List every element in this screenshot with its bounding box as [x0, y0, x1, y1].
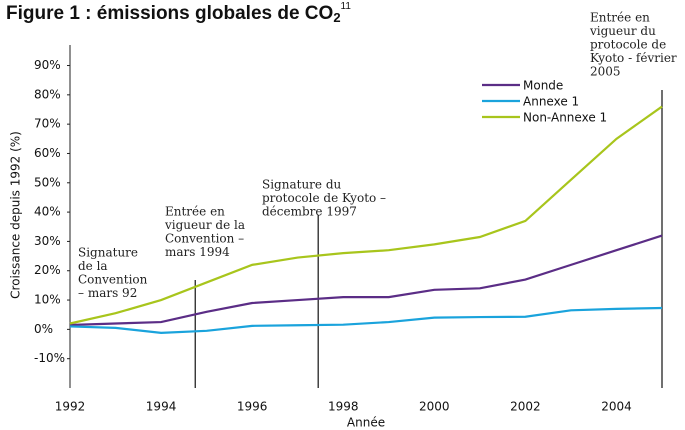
- y-tick-label: 20%: [34, 263, 61, 277]
- legend-label: Annexe 1: [523, 95, 579, 109]
- chart-title: Figure 1 : émissions globales de CO211: [6, 1, 351, 26]
- annotation-text: 2005: [590, 65, 621, 79]
- y-tick-label: 0%: [34, 322, 53, 336]
- title-subscript: 2: [333, 10, 340, 25]
- y-axis-label: Croissance depuis 1992 (%): [9, 131, 23, 299]
- x-tick-label: 1996: [237, 400, 268, 414]
- y-tick-label: 60%: [34, 146, 61, 160]
- annotation-text: protocole de: [590, 38, 666, 52]
- annotation-text: de la: [78, 259, 108, 273]
- annotation-text: Signature: [78, 246, 138, 260]
- y-tick-label: -10%: [34, 351, 65, 365]
- annotation-text: Signature du: [262, 178, 342, 192]
- x-axis-label: Année: [347, 416, 385, 430]
- y-tick-label: 80%: [34, 87, 61, 101]
- x-tick-label: 1992: [55, 400, 86, 414]
- y-tick-label: 30%: [34, 234, 61, 248]
- series-line: [69, 234, 663, 327]
- annotation-text: Convention: [78, 273, 148, 287]
- legend-label: Non-Annexe 1: [523, 111, 607, 125]
- y-tick-label: 40%: [34, 205, 61, 219]
- annotation-text: vigueur du: [589, 24, 656, 38]
- x-tick-label: 2002: [510, 400, 541, 414]
- x-tick-label: 2004: [601, 400, 632, 414]
- annotation-text: Kyoto - février: [590, 51, 677, 65]
- annotation-text: Entrée en: [165, 205, 225, 219]
- x-tick-label: 1998: [328, 400, 359, 414]
- annotation-text: vigueur de la: [164, 218, 245, 232]
- x-tick-label: 2000: [419, 400, 450, 414]
- annotation-text: Convention –: [165, 232, 244, 246]
- annotation-text: Entrée en: [590, 11, 650, 25]
- y-tick-label: 90%: [34, 58, 61, 72]
- series-line: [69, 306, 663, 334]
- y-tick-label: 50%: [34, 175, 61, 189]
- annotation-text: – mars 92: [78, 286, 137, 300]
- y-tick-label: 70%: [34, 117, 61, 131]
- series-line: [69, 105, 663, 325]
- annotation-text: protocole de Kyoto –: [262, 191, 386, 205]
- annotation-text: décembre 1997: [262, 205, 357, 219]
- legend-label: Monde: [523, 79, 563, 93]
- annotation-text: mars 1994: [165, 245, 230, 259]
- title-superscript: 11: [341, 1, 352, 12]
- title-main: Figure 1 : émissions globales de CO: [6, 3, 333, 24]
- x-tick-label: 1994: [146, 400, 177, 414]
- y-tick-label: 10%: [34, 293, 61, 307]
